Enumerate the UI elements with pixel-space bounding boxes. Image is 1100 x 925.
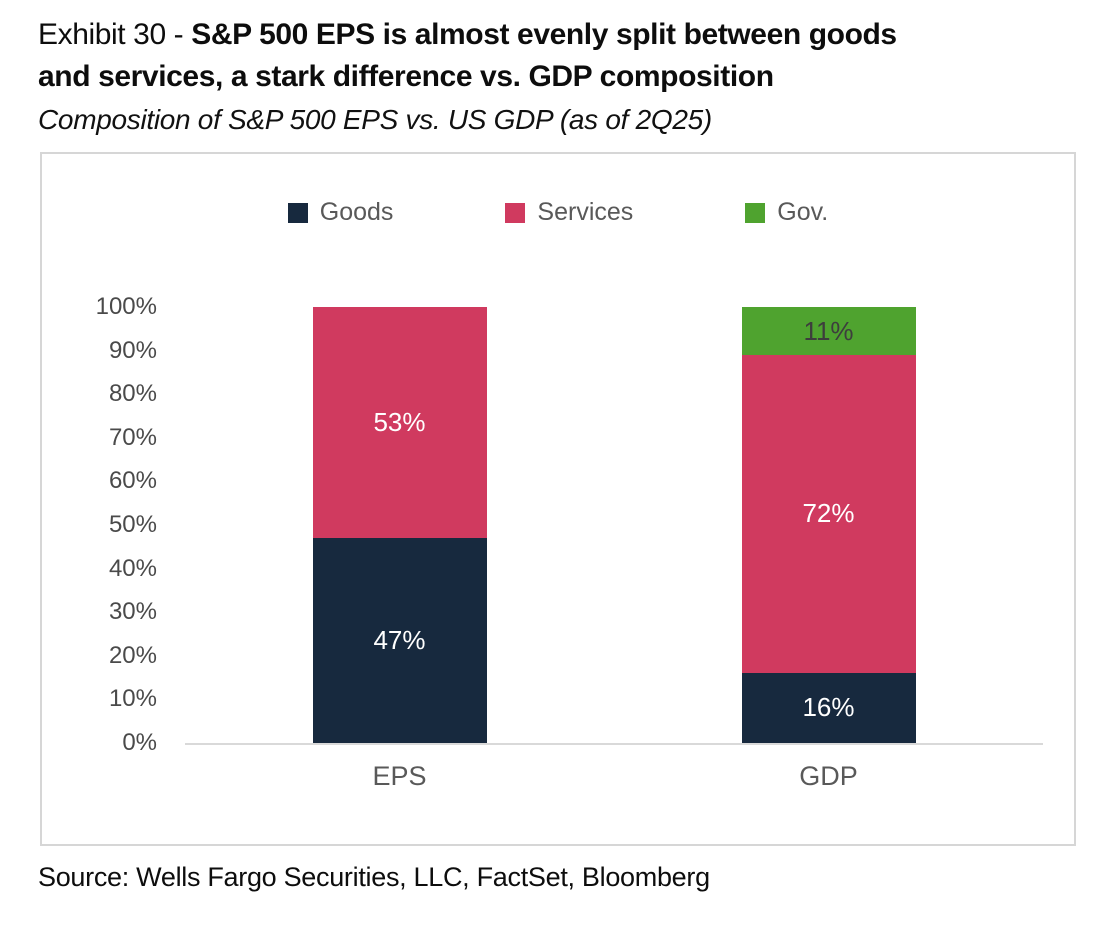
plot-area: 0% 10% 20% 30% 40% 50% 60% 70% 80% 90% 100% 53% 47%… bbox=[96, 293, 1043, 791]
source-note: Source: Wells Fargo Securities, LLC, Fac… bbox=[38, 862, 710, 892]
bar-value-label-gdp-goods: 16% bbox=[802, 692, 855, 723]
legend-swatch-gov-icon bbox=[745, 202, 766, 223]
y-tick-60: 60% bbox=[108, 467, 157, 495]
y-tick-30: 30% bbox=[108, 598, 157, 626]
bar-slot-gdp: 11% 72% 16% GDP bbox=[614, 307, 1043, 791]
y-tick-20: 20% bbox=[108, 641, 157, 669]
exhibit-title: Exhibit 30 - S&P 500 EPS is almost evenl… bbox=[38, 14, 1068, 98]
bar-value-label-gdp-gov: 11% bbox=[803, 315, 854, 346]
legend-item-services: Services bbox=[505, 198, 633, 227]
legend-swatch-goods-icon bbox=[287, 202, 308, 223]
bar-segment-gdp-gov: 11% bbox=[741, 307, 916, 356]
legend-swatch-services-icon bbox=[505, 202, 526, 223]
bar-eps: 53% 47% bbox=[312, 307, 487, 743]
exhibit-number: Exhibit 30 - bbox=[38, 18, 192, 51]
bar-value-label-eps-goods: 47% bbox=[373, 625, 426, 656]
legend-item-goods: Goods bbox=[287, 198, 394, 227]
y-tick-70: 70% bbox=[108, 423, 157, 451]
y-tick-40: 40% bbox=[108, 554, 157, 582]
bars-container: 53% 47% EPS 11% 72% 16% GDP bbox=[185, 307, 1043, 791]
bar-slot-eps: 53% 47% EPS bbox=[185, 307, 614, 791]
y-tick-50: 50% bbox=[108, 511, 157, 538]
bar-segment-eps-services: 53% bbox=[312, 307, 487, 539]
y-tick-10: 10% bbox=[108, 685, 157, 713]
y-tick-90: 90% bbox=[108, 336, 157, 364]
bar-value-label-eps-services: 53% bbox=[373, 407, 426, 438]
legend-label-goods: Goods bbox=[319, 198, 394, 226]
exhibit-title-text: S&P 500 EPS is almost evenly split betwe… bbox=[38, 18, 897, 93]
bar-segment-gdp-goods: 16% bbox=[741, 672, 916, 743]
y-tick-0: 0% bbox=[122, 729, 157, 756]
chart-frame: Goods Services Gov. 0% 10% 20% 30% 40% 50% 60%… bbox=[40, 152, 1076, 846]
legend-item-gov: Gov. bbox=[745, 198, 828, 227]
x-label-eps: EPS bbox=[372, 761, 427, 791]
chart-subtitle: Composition of S&P 500 EPS vs. US GDP (a… bbox=[38, 104, 712, 135]
bar-segment-eps-goods: 47% bbox=[312, 538, 487, 743]
bar-segment-gdp-services: 72% bbox=[741, 355, 916, 673]
y-tick-80: 80% bbox=[108, 380, 157, 408]
legend-label-gov: Gov. bbox=[777, 198, 829, 226]
x-label-gdp: GDP bbox=[799, 761, 858, 791]
chart-legend: Goods Services Gov. bbox=[42, 198, 1074, 227]
legend-label-services: Services bbox=[537, 198, 634, 226]
y-tick-100: 100% bbox=[95, 293, 157, 320]
bar-value-label-gdp-services: 72% bbox=[802, 498, 855, 529]
bar-gdp: 11% 72% 16% bbox=[741, 307, 916, 743]
